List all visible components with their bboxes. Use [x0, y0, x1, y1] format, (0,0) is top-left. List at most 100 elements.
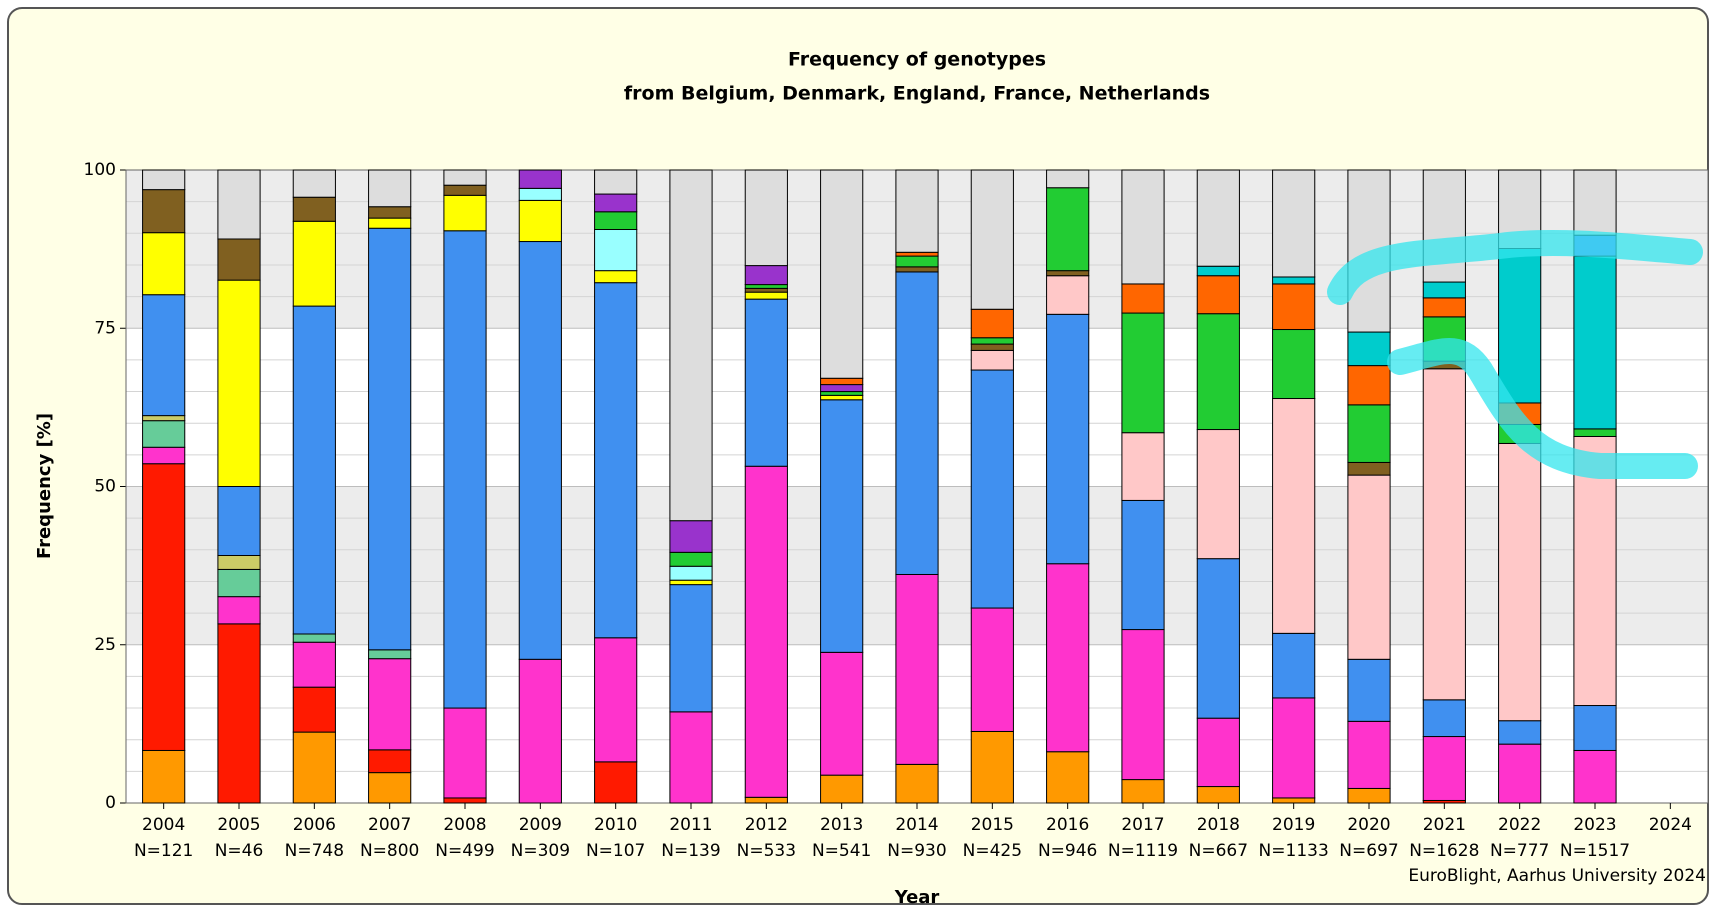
bar-segment — [1046, 275, 1090, 315]
bar-segment — [1046, 751, 1090, 804]
x-tick-label: 2015 — [971, 815, 1014, 835]
bar-segment — [443, 707, 487, 799]
x-tick-label: 2004 — [142, 815, 185, 835]
bar-segment — [594, 282, 638, 639]
bar-segment — [970, 343, 1014, 351]
bar-segment — [1498, 720, 1542, 745]
bar-segment — [744, 265, 788, 286]
bar-segment — [1121, 499, 1165, 631]
bar-segment — [1272, 329, 1316, 400]
sample-size-label: N=697 — [1339, 841, 1398, 861]
sample-size-label: N=1133 — [1259, 841, 1329, 861]
x-tick-label: 2019 — [1272, 815, 1315, 835]
credit: EuroBlight, Aarhus University 2024 — [1408, 866, 1706, 886]
bar-segment — [1272, 276, 1316, 285]
bar-segment — [1272, 169, 1316, 278]
bar-segment — [1347, 331, 1391, 367]
bar-segment — [895, 251, 939, 257]
bar-segment — [1196, 265, 1240, 277]
bar-segment — [970, 308, 1014, 339]
bar-segment — [368, 658, 412, 751]
bar-segment — [820, 399, 864, 653]
bar-segment — [292, 196, 336, 222]
x-tick-label: 2020 — [1347, 815, 1390, 835]
bar-segment — [142, 169, 186, 191]
bar-segment — [1121, 432, 1165, 501]
bar-segment — [1196, 275, 1240, 315]
bar-segment — [820, 384, 864, 393]
bar-segment — [669, 565, 713, 581]
sample-size-label: N=930 — [887, 841, 946, 861]
bar-segment — [594, 211, 638, 231]
bar-segment — [1196, 313, 1240, 431]
plot-area: 0 25 50 75 100 2004 N=121 2005 N=46 2006 N=748 2007… — [84, 160, 1709, 861]
bar-segment — [970, 607, 1014, 732]
bar-segment — [970, 349, 1014, 371]
bar-segment — [1046, 169, 1090, 189]
bar-segment — [970, 730, 1014, 804]
bar-segment — [820, 651, 864, 776]
x-tick-label: 2018 — [1197, 815, 1240, 835]
bar-segment — [443, 797, 487, 804]
bar-segment — [895, 255, 939, 268]
bar-segment — [443, 169, 487, 186]
bar-segment — [142, 446, 186, 465]
bar-segment — [518, 199, 562, 243]
bar-segment — [292, 731, 336, 804]
bar-segment — [518, 658, 562, 804]
bar-segment — [1573, 169, 1617, 236]
sample-size-label: N=1119 — [1108, 841, 1178, 861]
sample-size-label: N=107 — [586, 841, 645, 861]
bar-segment — [1422, 699, 1466, 738]
bar-segment — [744, 796, 788, 804]
bar-segment — [970, 169, 1014, 310]
bar-segment — [1422, 281, 1466, 299]
x-tick-label: 2009 — [519, 815, 562, 835]
bar-segment — [443, 230, 487, 709]
bar-segment — [820, 391, 864, 396]
bar-segment — [518, 187, 562, 201]
bar-segment — [594, 193, 638, 213]
bar-segment — [594, 270, 638, 284]
sample-size-label: N=777 — [1490, 841, 1549, 861]
bar-segment — [217, 568, 261, 598]
chart-title: Frequency of genotypes — [788, 49, 1046, 71]
bar-segment — [669, 584, 713, 713]
bar-segment — [217, 596, 261, 625]
bar-segment — [1498, 247, 1542, 404]
bar-segment — [217, 279, 261, 487]
x-tick-label: 2017 — [1121, 815, 1164, 835]
y-tick-label: 75 — [94, 318, 116, 338]
x-tick-label: 2021 — [1423, 815, 1466, 835]
bar-segment — [1498, 743, 1542, 804]
bar-segment — [1046, 187, 1090, 272]
bar-segment — [820, 377, 864, 386]
bar-segment — [1196, 558, 1240, 719]
highlight-annotation — [1327, 229, 1703, 479]
bar-segment — [1422, 297, 1466, 318]
bar-segment — [744, 298, 788, 467]
bar-segment — [669, 711, 713, 804]
bar-segment — [1196, 786, 1240, 804]
sample-size-label: N=946 — [1038, 841, 1097, 861]
bar-segment — [820, 169, 864, 379]
sample-size-label: N=425 — [963, 841, 1022, 861]
bar-segment — [1347, 720, 1391, 789]
x-tick-label: 2006 — [293, 815, 336, 835]
bar-segment — [217, 169, 261, 240]
x-tick-label: 2007 — [368, 815, 411, 835]
x-tick-label: 2024 — [1649, 815, 1692, 835]
sample-size-label: N=533 — [737, 841, 796, 861]
bar-segment — [1573, 705, 1617, 751]
bar-segment — [744, 284, 788, 289]
bar-segment — [744, 287, 788, 293]
bar-segment — [669, 551, 713, 567]
bar-segment — [895, 763, 939, 804]
bar-segment — [1573, 749, 1617, 804]
bar-segment — [1121, 283, 1165, 314]
bar-segment — [1272, 797, 1316, 804]
sample-size-label: N=499 — [435, 841, 494, 861]
bar-segment — [292, 305, 336, 635]
x-tick-label: 2016 — [1046, 815, 1089, 835]
